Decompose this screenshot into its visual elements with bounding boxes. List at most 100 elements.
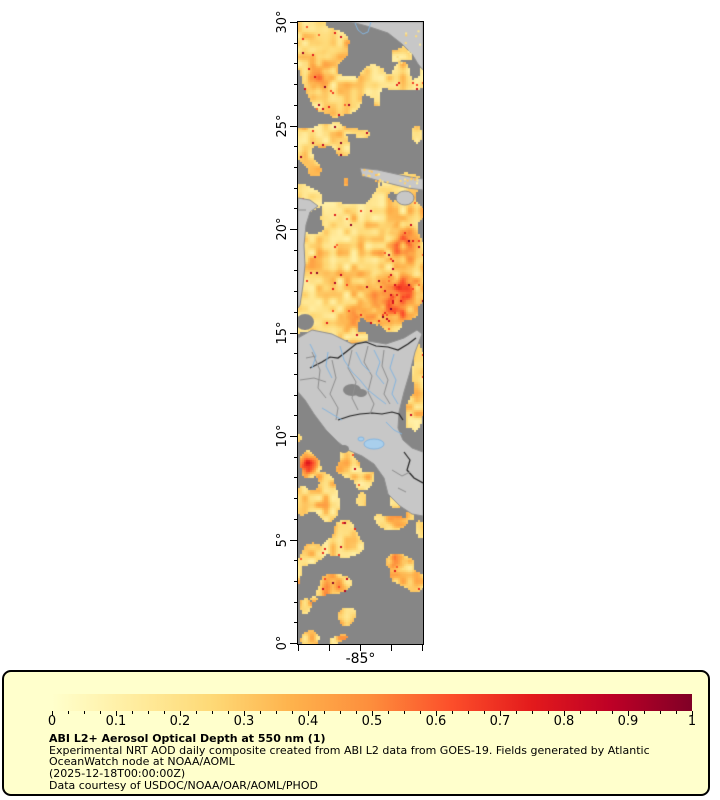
colorbar-tick-label: 0 bbox=[47, 714, 57, 729]
colorbar-minor-tick bbox=[676, 711, 677, 714]
lon-tick bbox=[298, 644, 299, 651]
colorbar-tick-label: 0.5 bbox=[361, 714, 383, 729]
lat-minor-tick bbox=[294, 415, 298, 417]
lat-tick-label: 10° bbox=[275, 424, 290, 448]
colorbar-minor-tick bbox=[68, 711, 69, 714]
lat-minor-tick bbox=[294, 270, 298, 272]
product-credit: Data courtesy of USDOC/NOAA/OAR/AOML/PHO… bbox=[49, 778, 318, 792]
colorbar-tick-label: 1 bbox=[687, 714, 697, 729]
aod-raster-canvas bbox=[298, 22, 423, 644]
colorbar-minor-tick bbox=[468, 711, 469, 714]
lat-tick-label: 20° bbox=[275, 217, 290, 241]
lat-minor-tick bbox=[294, 166, 298, 168]
colorbar-minor-tick bbox=[276, 711, 277, 714]
colorbar-tick-label: 0.2 bbox=[169, 714, 191, 729]
lat-minor-tick bbox=[294, 580, 298, 582]
lat-minor-tick bbox=[294, 560, 298, 562]
colorbar-minor-tick bbox=[420, 711, 421, 714]
colorbar-tick-label: 0.7 bbox=[489, 714, 511, 729]
colorbar-minor-tick bbox=[84, 711, 85, 714]
product-title: ABI L2+ Aerosol Optical Depth at 550 nm … bbox=[49, 732, 326, 745]
colorbar-minor-tick bbox=[292, 711, 293, 714]
colorbar-minor-tick bbox=[356, 711, 357, 714]
map-frame bbox=[297, 21, 424, 645]
colorbar-minor-tick bbox=[388, 711, 389, 714]
lat-minor-tick bbox=[294, 63, 298, 65]
colorbar-major-tick bbox=[180, 711, 181, 716]
colorbar-tick-label: 0.6 bbox=[425, 714, 447, 729]
colorbar-minor-tick bbox=[644, 711, 645, 714]
lat-minor-tick bbox=[294, 249, 298, 251]
lat-major-tick bbox=[290, 229, 298, 230]
colorbar-minor-tick bbox=[532, 711, 533, 714]
colorbar-minor-tick bbox=[452, 711, 453, 714]
lat-major-tick bbox=[290, 643, 298, 644]
lat-minor-tick bbox=[294, 353, 298, 355]
lon-tick-label: -85° bbox=[345, 651, 376, 667]
colorbar-tick-label: 0.8 bbox=[553, 714, 575, 729]
lat-minor-tick bbox=[294, 456, 298, 458]
legend-panel: 0 0.1 0.2 0.3 0.4 0.5 0.6 0.7 0.8 0.9 1 ABI L2+ Ae… bbox=[2, 670, 710, 796]
lat-minor-tick bbox=[294, 291, 298, 293]
colorbar-minor-tick bbox=[484, 711, 485, 714]
lat-major-tick bbox=[290, 436, 298, 437]
lat-tick-label: 0° bbox=[275, 635, 290, 651]
colorbar-tick-label: 0.3 bbox=[233, 714, 255, 729]
product-timestamp: (2025-12-18T00:00:00Z) bbox=[49, 767, 186, 781]
colorbar-major-tick bbox=[436, 711, 437, 716]
colorbar-minor-tick bbox=[260, 711, 261, 714]
lat-minor-tick bbox=[294, 622, 298, 624]
colorbar-minor-tick bbox=[228, 711, 229, 714]
lat-tick-label: 25° bbox=[275, 113, 290, 138]
colorbar-gradient bbox=[52, 694, 692, 711]
lat-major-tick bbox=[290, 332, 298, 334]
lon-tick bbox=[391, 644, 392, 651]
lat-tick-label: 5° bbox=[275, 532, 290, 547]
colorbar-minor-tick bbox=[596, 711, 597, 714]
colorbar-minor-tick bbox=[324, 711, 325, 714]
lat-minor-tick bbox=[294, 208, 298, 210]
lat-minor-tick bbox=[294, 311, 298, 313]
colorbar-minor-tick bbox=[660, 711, 661, 714]
colorbar-major-tick bbox=[116, 711, 117, 716]
product-description-line: Experimental NRT AOD daily composite cre… bbox=[49, 743, 650, 757]
lat-minor-tick bbox=[294, 373, 298, 375]
colorbar-minor-tick bbox=[580, 711, 581, 714]
lat-major-tick bbox=[290, 22, 298, 23]
colorbar-major-tick bbox=[244, 711, 245, 716]
lat-minor-tick bbox=[294, 187, 298, 189]
colorbar-major-tick bbox=[372, 711, 373, 716]
colorbar-major-tick bbox=[628, 711, 629, 716]
lat-minor-tick bbox=[294, 42, 298, 44]
colorbar-tick-label: 0.9 bbox=[617, 714, 639, 729]
lat-major-tick bbox=[290, 125, 298, 127]
legend-text-block: ABI L2+ Aerosol Optical Depth at 550 nm … bbox=[49, 733, 650, 792]
colorbar-minor-tick bbox=[612, 711, 613, 714]
colorbar-major-tick bbox=[500, 711, 501, 716]
lon-tick bbox=[422, 644, 423, 651]
lat-minor-tick bbox=[294, 84, 298, 86]
lat-minor-tick bbox=[294, 104, 298, 106]
colorbar-tick-label: 0.1 bbox=[105, 714, 127, 729]
colorbar-minor-tick bbox=[196, 711, 197, 714]
colorbar-tick-label: 0.4 bbox=[297, 714, 319, 729]
colorbar-minor-tick bbox=[548, 711, 549, 714]
lat-minor-tick bbox=[294, 518, 298, 520]
colorbar-major-tick bbox=[52, 711, 53, 716]
lat-tick-label: 30° bbox=[275, 10, 290, 34]
colorbar-minor-tick bbox=[516, 711, 517, 714]
lon-tick bbox=[329, 644, 330, 651]
colorbar-major-tick bbox=[564, 711, 565, 716]
colorbar-major-tick bbox=[308, 711, 309, 716]
colorbar-minor-tick bbox=[340, 711, 341, 714]
product-description-line: OceanWatch node at NOAA/AOML bbox=[49, 755, 235, 769]
lat-minor-tick bbox=[294, 394, 298, 396]
lon-tick bbox=[360, 644, 361, 651]
colorbar-minor-tick bbox=[148, 711, 149, 714]
lat-minor-tick bbox=[294, 477, 298, 479]
colorbar-minor-tick bbox=[212, 711, 213, 714]
lat-tick-label: 15° bbox=[275, 320, 290, 345]
colorbar-major-tick bbox=[692, 711, 693, 716]
lat-minor-tick bbox=[294, 146, 298, 148]
lat-minor-tick bbox=[294, 601, 298, 603]
